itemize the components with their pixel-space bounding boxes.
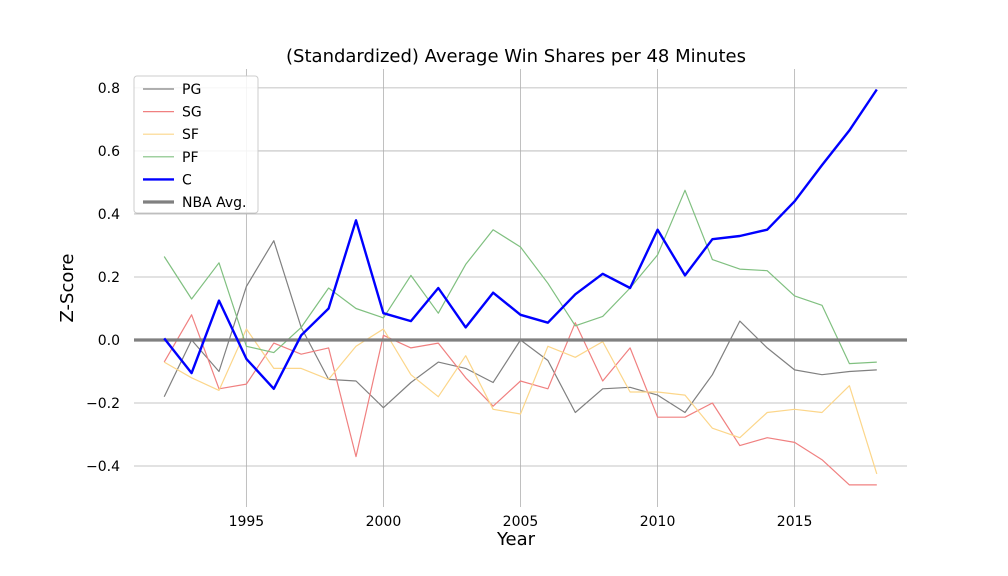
x-tick-label-2010: 2010: [640, 514, 676, 530]
legend-label-sg: SG: [182, 105, 202, 121]
series-line-pf: [163, 189, 877, 365]
y-tick-label-2: 0.0: [98, 333, 120, 349]
y-tick-label-1: −0.2: [86, 396, 120, 412]
x-tick-label-2015: 2015: [777, 514, 813, 530]
legend-label-pg: PG: [182, 82, 201, 98]
y-tick-label-5: 0.6: [98, 144, 120, 160]
x-tick-label-2005: 2005: [503, 514, 539, 530]
x-tick-label-1995: 1995: [229, 514, 265, 530]
legend-label-sf: SF: [182, 127, 199, 143]
series-line-sg: [163, 314, 877, 486]
legend-label-pf: PF: [182, 150, 199, 166]
chart-title: (Standardized) Average Win Shares per 48…: [286, 46, 746, 67]
y-tick-label-6: 0.8: [98, 81, 120, 97]
y-tick-label-3: 0.2: [98, 270, 120, 286]
legend: PG SG SF PF C NBA Avg.: [133, 75, 259, 214]
y-axis-title: Z-Score: [57, 254, 78, 323]
legend-label-c: C: [182, 172, 192, 188]
tick-labels: 1995 2000 2005 2010 2015 −0.4 −0.2 0.0 0.2 0.4 0.6…: [86, 81, 812, 530]
series-lines: [134, 88, 907, 486]
legend-label-nba-avg: NBA Avg.: [182, 195, 246, 211]
x-tick-label-2000: 2000: [366, 514, 402, 530]
series-line-c: [163, 88, 878, 390]
x-axis-title: Year: [496, 529, 536, 550]
y-tick-label-4: 0.4: [98, 207, 120, 223]
grid: [134, 69, 907, 507]
y-tick-label-0: −0.4: [86, 459, 120, 475]
